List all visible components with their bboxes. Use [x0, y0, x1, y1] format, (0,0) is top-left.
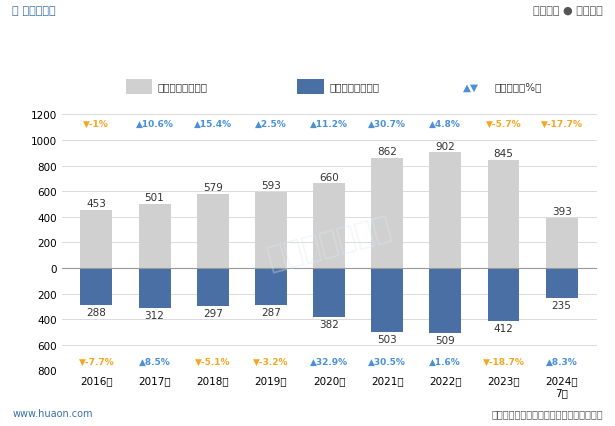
Text: 出口额（亿美元）: 出口额（亿美元） [158, 82, 208, 92]
Text: ▲10.6%: ▲10.6% [136, 119, 173, 129]
Text: 288: 288 [87, 307, 106, 317]
Text: 503: 503 [378, 334, 397, 345]
Text: 453: 453 [87, 199, 106, 209]
Text: 845: 845 [494, 149, 514, 158]
Bar [138, 204, 170, 268]
Bar [371, 158, 403, 268]
Bar [429, 268, 461, 334]
Bar [81, 268, 113, 305]
Text: ▲30.5%: ▲30.5% [368, 357, 406, 366]
Text: 382: 382 [319, 319, 339, 329]
Text: 297: 297 [203, 308, 223, 318]
Text: 312: 312 [145, 310, 164, 320]
Text: 🔷 华经情报网: 🔷 华经情报网 [12, 6, 56, 16]
Text: 862: 862 [377, 146, 397, 156]
Text: ▲15.4%: ▲15.4% [194, 119, 232, 129]
Text: 393: 393 [552, 206, 571, 216]
Text: ▲32.9%: ▲32.9% [310, 357, 348, 366]
FancyBboxPatch shape [125, 80, 153, 95]
Text: 501: 501 [145, 193, 164, 202]
Text: ▲4.8%: ▲4.8% [429, 119, 461, 129]
Text: ▼-18.7%: ▼-18.7% [483, 357, 525, 366]
Text: ▼-3.2%: ▼-3.2% [253, 357, 288, 366]
Text: 进口额（亿美元）: 进口额（亿美元） [329, 82, 379, 92]
Bar [197, 268, 229, 306]
Text: ▲8.5%: ▲8.5% [138, 357, 170, 366]
Text: ▲1.6%: ▲1.6% [429, 357, 461, 366]
Text: 660: 660 [319, 172, 339, 182]
Text: 579: 579 [203, 182, 223, 193]
Bar [138, 268, 170, 308]
Text: ▲30.7%: ▲30.7% [368, 119, 406, 129]
Bar [488, 268, 520, 321]
Bar [197, 194, 229, 268]
Bar [255, 268, 287, 305]
Text: ▲11.2%: ▲11.2% [310, 119, 348, 129]
Bar [371, 268, 403, 333]
Text: ▼-7.7%: ▼-7.7% [79, 357, 114, 366]
Bar [81, 210, 113, 268]
Text: 专业严谨 ● 客观科学: 专业严谨 ● 客观科学 [533, 6, 603, 16]
Bar [546, 268, 577, 298]
Text: 2016-2024年7月河南省（境内目的地/货源地）进、出口额: 2016-2024年7月河南省（境内目的地/货源地）进、出口额 [137, 34, 478, 52]
Text: ▼-5.7%: ▼-5.7% [486, 119, 522, 129]
Bar [488, 160, 520, 268]
Text: 235: 235 [552, 300, 571, 310]
Bar [313, 268, 345, 317]
Text: 412: 412 [494, 323, 514, 333]
Text: ▲2.5%: ▲2.5% [255, 119, 287, 129]
Text: 同比增长（%）: 同比增长（%） [495, 82, 542, 92]
Text: ▼-1%: ▼-1% [84, 119, 109, 129]
Text: 902: 902 [435, 141, 455, 151]
Bar [429, 153, 461, 268]
Text: 287: 287 [261, 307, 281, 317]
Text: ▲8.3%: ▲8.3% [546, 357, 577, 366]
Text: ▼-5.1%: ▼-5.1% [195, 357, 231, 366]
Text: www.huaon.com: www.huaon.com [12, 408, 93, 418]
Text: 593: 593 [261, 181, 281, 191]
Bar [255, 193, 287, 268]
Text: ▼-17.7%: ▼-17.7% [541, 119, 582, 129]
Text: ▲▼: ▲▼ [462, 82, 479, 92]
Text: 华经产业研究院: 华经产业研究院 [264, 212, 394, 273]
Text: 509: 509 [435, 335, 455, 345]
Bar [546, 218, 577, 268]
FancyBboxPatch shape [297, 80, 323, 95]
Bar [313, 184, 345, 268]
Text: 资料来源：中国海关，华经产业研究院整理: 资料来源：中国海关，华经产业研究院整理 [491, 408, 603, 418]
